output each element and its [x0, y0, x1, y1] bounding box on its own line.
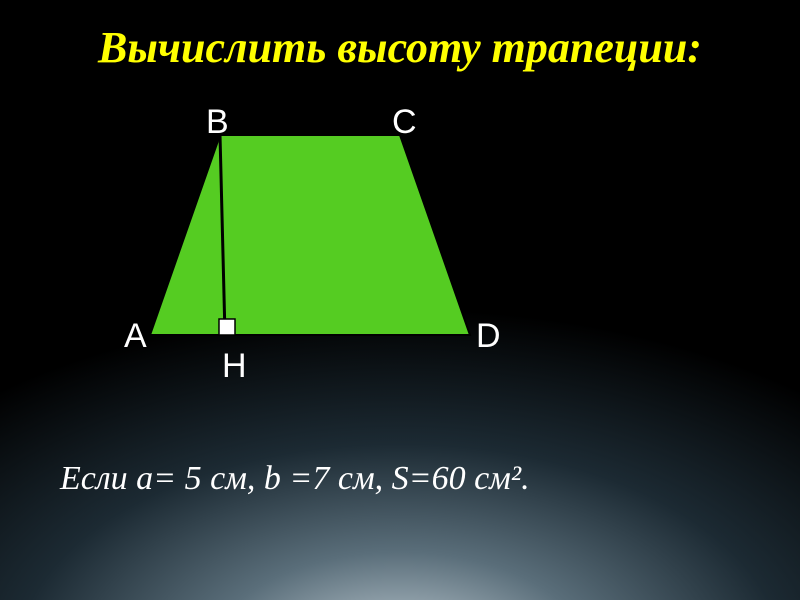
problem-statement: Если a= 5 см, b =7 см, S=60 см². [60, 460, 530, 498]
label-D: D [476, 317, 501, 356]
trapezoid-diagram: A B C D H [120, 105, 540, 405]
slide-title: Вычислить высоту трапеции: [0, 22, 800, 73]
label-A: A [124, 317, 147, 356]
label-H: H [222, 347, 247, 386]
slide-container: Вычислить высоту трапеции: A B C D H Есл… [0, 0, 800, 600]
trapezoid-shape [150, 135, 470, 335]
label-C: C [392, 103, 417, 142]
label-B: B [206, 103, 229, 142]
trapezoid-svg [120, 105, 540, 405]
right-angle-marker [219, 319, 235, 335]
